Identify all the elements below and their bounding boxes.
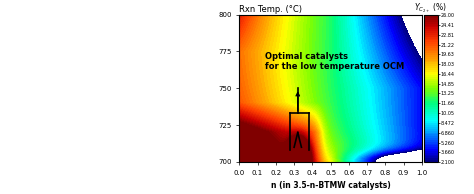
X-axis label: n (in 3.5-n-BTMW catalysts): n (in 3.5-n-BTMW catalysts) [271,181,391,190]
Text: Optimal catalysts
for the low temperature OCM: Optimal catalysts for the low temperatur… [265,52,404,71]
Title: $Y_{C_{2+}}$ (%): $Y_{C_{2+}}$ (%) [414,1,447,15]
Text: Rxn Temp. (°C): Rxn Temp. (°C) [239,5,302,14]
